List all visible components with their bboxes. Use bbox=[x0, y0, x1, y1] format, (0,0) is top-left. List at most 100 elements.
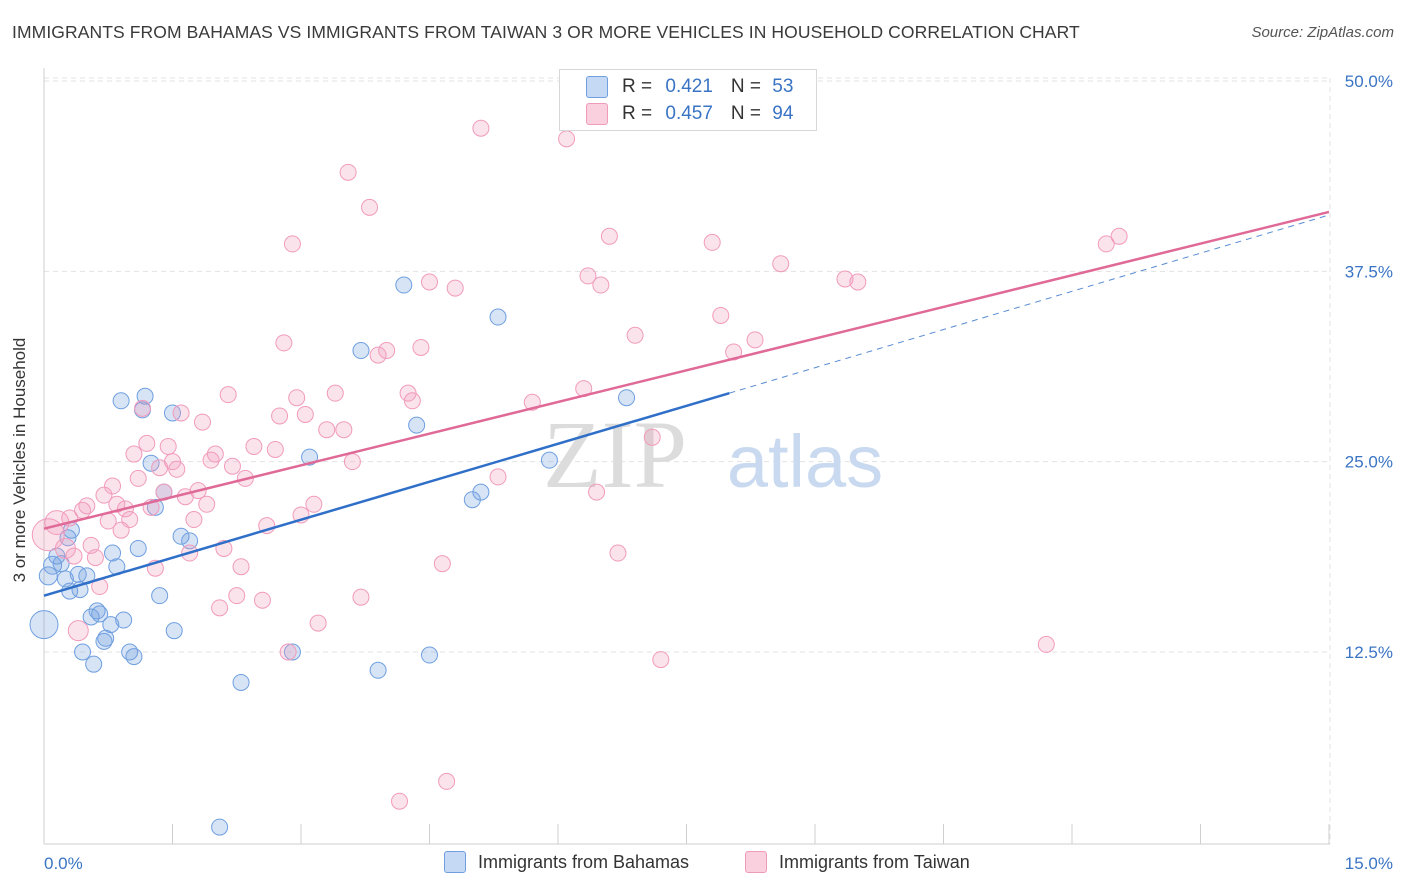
point-taiwan bbox=[592, 276, 610, 294]
point-taiwan bbox=[1097, 235, 1115, 253]
point-taiwan bbox=[245, 437, 263, 455]
point-bahamas bbox=[395, 276, 413, 294]
point-taiwan bbox=[232, 558, 250, 576]
point-taiwan bbox=[421, 273, 438, 291]
point-taiwan bbox=[438, 772, 456, 790]
point-bahamas bbox=[489, 308, 507, 326]
point-taiwan bbox=[168, 460, 186, 478]
point-taiwan bbox=[849, 273, 867, 291]
watermark-zip: ZIP bbox=[543, 401, 687, 508]
point-bahamas bbox=[369, 661, 387, 679]
point-taiwan bbox=[588, 483, 606, 501]
point-bahamas bbox=[104, 544, 122, 562]
trend-line-bahamas bbox=[43, 391, 730, 597]
point-bahamas bbox=[172, 527, 190, 545]
point-bahamas bbox=[352, 342, 370, 360]
point-bahamas bbox=[43, 555, 63, 575]
point-taiwan bbox=[138, 434, 156, 452]
point-taiwan bbox=[125, 445, 143, 463]
point-bahamas bbox=[472, 483, 490, 501]
point-taiwan bbox=[472, 119, 490, 137]
point-bahamas bbox=[115, 611, 133, 629]
point-taiwan bbox=[228, 587, 246, 605]
series-legend: Immigrants from Bahamas Immigrants from … bbox=[0, 851, 1406, 877]
watermark: ZIP atlas bbox=[543, 401, 883, 508]
chart-title: IMMIGRANTS FROM BAHAMAS VS IMMIGRANTS FR… bbox=[12, 22, 1080, 42]
point-bahamas bbox=[112, 392, 130, 410]
point-taiwan bbox=[378, 342, 396, 360]
point-taiwan bbox=[223, 457, 241, 475]
point-taiwan bbox=[185, 511, 203, 529]
point-bahamas bbox=[129, 539, 147, 557]
trend-line-bahamas-dashed bbox=[729, 214, 1330, 394]
y-axis-label: 3 or more Vehicles in Household bbox=[10, 337, 29, 583]
point-taiwan bbox=[412, 338, 430, 356]
point-taiwan bbox=[206, 445, 224, 463]
axes bbox=[43, 68, 1330, 845]
point-taiwan bbox=[211, 599, 229, 617]
y-tick-label: 25.0% bbox=[1345, 453, 1393, 472]
point-taiwan bbox=[1110, 227, 1128, 245]
y-tick-label: 37.5% bbox=[1345, 262, 1393, 281]
point-taiwan bbox=[193, 413, 211, 431]
point-bahamas bbox=[151, 587, 169, 605]
point-taiwan bbox=[339, 163, 357, 181]
x-tick-labels: 0.0% 15.0% bbox=[44, 854, 1393, 873]
point-taiwan bbox=[712, 306, 730, 324]
point-bahamas bbox=[91, 605, 109, 623]
point-taiwan bbox=[725, 343, 743, 361]
point-bahamas bbox=[211, 818, 229, 836]
point-taiwan bbox=[283, 235, 301, 253]
point-taiwan bbox=[95, 486, 113, 504]
point-bahamas bbox=[165, 622, 183, 640]
point-taiwan bbox=[65, 547, 83, 565]
point-bahamas bbox=[95, 632, 113, 650]
point-bahamas bbox=[421, 646, 438, 664]
point-taiwan bbox=[609, 544, 627, 562]
legend-n-value: 53 bbox=[772, 76, 794, 97]
point-bahamas bbox=[102, 616, 120, 634]
y-tick-labels: 12.5% 25.0% 37.5% 50.0% bbox=[1345, 72, 1393, 662]
point-taiwan bbox=[746, 331, 764, 349]
legend-swatch-bahamas bbox=[444, 851, 466, 873]
point-taiwan bbox=[202, 451, 220, 469]
point-taiwan bbox=[305, 495, 323, 513]
point-taiwan bbox=[489, 468, 507, 486]
legend-row-bahamas: R = 0.421 N = 53 bbox=[586, 74, 793, 100]
point-taiwan bbox=[309, 614, 327, 632]
point-bahamas bbox=[88, 602, 106, 620]
point-bahamas bbox=[29, 610, 59, 640]
point-taiwan bbox=[86, 549, 104, 567]
legend-label-bahamas: Immigrants from Bahamas bbox=[478, 851, 690, 872]
legend-item-bahamas: Immigrants from Bahamas bbox=[444, 851, 689, 873]
point-taiwan bbox=[446, 279, 464, 297]
point-taiwan bbox=[121, 511, 139, 529]
point-taiwan bbox=[643, 428, 661, 446]
legend-n-value: 94 bbox=[772, 103, 794, 124]
legend-n-label: N = bbox=[730, 103, 767, 124]
point-taiwan bbox=[836, 270, 854, 288]
point-taiwan bbox=[288, 389, 306, 407]
legend-r-value: 0.421 bbox=[665, 76, 713, 97]
legend-label-taiwan: Immigrants from Taiwan bbox=[779, 851, 970, 872]
point-taiwan bbox=[275, 334, 293, 352]
point-taiwan bbox=[352, 588, 370, 606]
point-taiwan bbox=[343, 453, 361, 471]
point-taiwan bbox=[703, 233, 721, 251]
legend-swatch-bahamas bbox=[586, 76, 608, 98]
point-taiwan bbox=[1037, 635, 1055, 653]
point-taiwan bbox=[108, 495, 126, 513]
point-taiwan bbox=[198, 495, 216, 513]
trend-lines bbox=[43, 210, 1330, 597]
point-bahamas bbox=[540, 451, 558, 469]
point-bahamas bbox=[74, 643, 92, 661]
watermark-atlas: atlas bbox=[727, 420, 883, 503]
point-taiwan bbox=[772, 255, 790, 273]
point-bahamas bbox=[164, 404, 181, 422]
point-bahamas bbox=[125, 648, 143, 666]
x-tick-label: 15.0% bbox=[1345, 854, 1393, 873]
point-taiwan bbox=[159, 437, 177, 455]
point-taiwan bbox=[626, 326, 644, 344]
point-taiwan bbox=[391, 792, 409, 810]
x-tick-label: 0.0% bbox=[44, 854, 83, 873]
